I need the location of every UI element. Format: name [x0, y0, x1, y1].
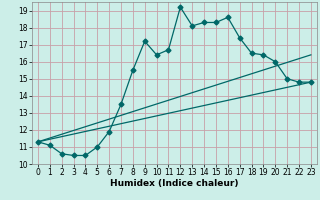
X-axis label: Humidex (Indice chaleur): Humidex (Indice chaleur)	[110, 179, 239, 188]
